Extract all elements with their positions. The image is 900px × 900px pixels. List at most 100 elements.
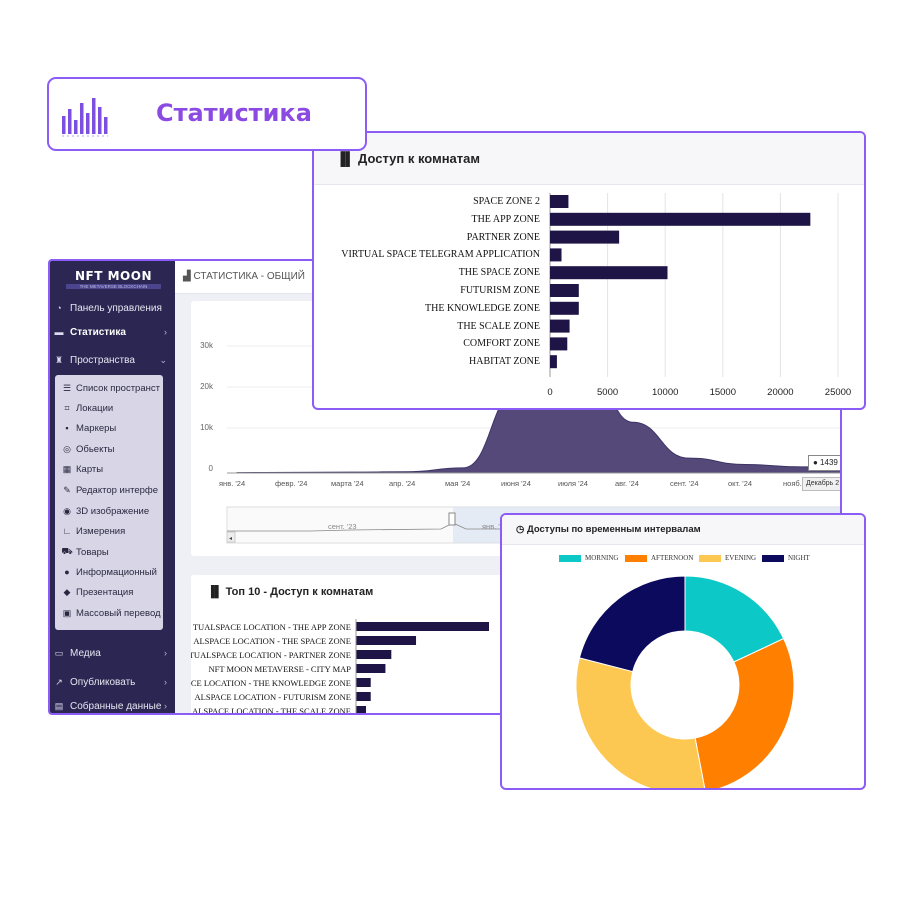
navigator-tick-label: сент. '23 bbox=[328, 522, 357, 531]
time-interval-header: ◷ Доступы по временным интервалам bbox=[502, 515, 864, 545]
submenu-item-products[interactable]: ⛟ Товары bbox=[61, 543, 109, 561]
room-access-window: ▐▌ Доступ к комнатам SPACE ZONE 2 THE APP… bbox=[312, 131, 866, 410]
bar[interactable] bbox=[356, 622, 489, 631]
category-label: FUTURISM ZONE bbox=[460, 285, 540, 296]
bar[interactable] bbox=[356, 636, 417, 645]
chevron-right-icon: › bbox=[164, 677, 167, 687]
top10-label: TUALSPACE LOCATION - PARTNER ZONE bbox=[191, 650, 351, 660]
x-tick-label: 15000 bbox=[709, 387, 736, 398]
marker-icon: ▪ bbox=[65, 423, 69, 433]
sidebar-item-statistics[interactable]: ▬ Статистика › bbox=[50, 321, 175, 343]
x-tick-label: 10000 bbox=[651, 387, 679, 398]
top10-title-text: Топ 10 - Доступ к комнатам bbox=[225, 586, 374, 598]
x-tick-label: апр. '24 bbox=[389, 479, 416, 488]
legend-evening[interactable]: EVENING bbox=[699, 554, 756, 562]
legend-night[interactable]: NIGHT bbox=[762, 554, 810, 562]
x-tick-label: июня '24 bbox=[501, 479, 531, 488]
bar[interactable] bbox=[550, 319, 570, 333]
category-label: THE KNOWLEDGE ZONE bbox=[425, 302, 540, 314]
submenu-item-presentation[interactable]: ◆ Презентация bbox=[61, 583, 134, 601]
chevron-right-icon: › bbox=[164, 701, 167, 711]
legend-swatch bbox=[762, 554, 784, 562]
top10-label: NFT MOON METAVERSE - CITY MAP bbox=[208, 664, 352, 674]
editor-icon: ✎ bbox=[63, 484, 71, 495]
bar[interactable] bbox=[550, 301, 579, 315]
bar[interactable] bbox=[550, 230, 620, 244]
submenu-item-maps[interactable]: ▦ Карты bbox=[61, 460, 103, 478]
submenu-item-markers[interactable]: ▪ Маркеры bbox=[61, 419, 116, 437]
sidebar-item-media[interactable]: ▭ Медиа › bbox=[50, 642, 175, 664]
legend-label: NIGHT bbox=[788, 554, 810, 562]
spaces-icon: ♜ bbox=[54, 354, 64, 365]
submenu-item-mass-translate[interactable]: ▣ Массовый перевод bbox=[61, 604, 161, 622]
bar[interactable] bbox=[550, 266, 668, 280]
submenu-item-locations[interactable]: ⌗ Локации bbox=[61, 399, 113, 417]
submenu-item-info[interactable]: ● Информационный bbox=[61, 563, 157, 581]
arrow-left-icon: ◂ bbox=[229, 535, 232, 542]
room-access-title-text: Доступ к комнатам bbox=[358, 151, 480, 166]
donut-slice-afternoon[interactable] bbox=[694, 637, 795, 790]
category-label: THE APP ZONE bbox=[471, 213, 540, 225]
donut-slice-morning[interactable] bbox=[684, 575, 785, 663]
legend-morning[interactable]: MORNING bbox=[559, 554, 618, 562]
presentation-icon: ◆ bbox=[63, 586, 71, 597]
breadcrumb[interactable]: ▟ СТАТИСТИКА - ОБЩИЙ bbox=[183, 271, 305, 282]
bar[interactable] bbox=[550, 284, 579, 297]
room-labels: SPACE ZONE 2 THE APP ZONE PARTNER ZONE VIRT… bbox=[314, 133, 542, 408]
time-interval-donut-chart[interactable] bbox=[502, 515, 866, 790]
time-interval-window: ◷ Доступы по временным интервалам MORNIN… bbox=[500, 513, 866, 790]
cube-icon: ◉ bbox=[63, 505, 71, 516]
bar[interactable] bbox=[356, 678, 371, 687]
x-tick-label: 0 bbox=[547, 387, 553, 398]
bar[interactable] bbox=[550, 212, 811, 226]
category-label: THE SPACE ZONE bbox=[458, 267, 540, 279]
sidebar-item-label: Статистика bbox=[70, 326, 126, 338]
bar[interactable] bbox=[356, 650, 392, 659]
top10-title: ▐▌ Топ 10 - Доступ к комнатам bbox=[207, 586, 373, 598]
donut-slice-night[interactable] bbox=[578, 575, 686, 673]
submenu-label: Обьекты bbox=[76, 443, 115, 455]
location-icon: ⌗ bbox=[64, 402, 70, 413]
time-interval-title: ◷ Доступы по временным интервалам bbox=[516, 524, 701, 535]
submenu-label: Информационный bbox=[76, 566, 157, 578]
category-label: HABITAT ZONE bbox=[469, 356, 540, 368]
chevron-right-icon: › bbox=[164, 327, 167, 337]
bar[interactable] bbox=[550, 195, 569, 208]
sidebar-item-dashboard[interactable]: ◔ Панель управления bbox=[50, 297, 175, 319]
sidebar-item-label: Опубликовать bbox=[70, 676, 136, 688]
submenu-item-measurements[interactable]: ∟ Измерения bbox=[61, 522, 126, 540]
donut-slice-evening[interactable] bbox=[575, 657, 706, 790]
submenu-item-3d-image[interactable]: ◉ 3D изображение bbox=[61, 502, 149, 520]
top10-bar-chart[interactable] bbox=[191, 575, 842, 715]
room-access-header: ▐▌ Доступ к комнатам bbox=[314, 133, 864, 185]
logo[interactable]: NFT MOON THE METAVERSE BLOCKCHAIN bbox=[66, 269, 161, 289]
submenu-label: Локации bbox=[76, 402, 114, 414]
chevron-right-icon: › bbox=[164, 648, 167, 658]
bar[interactable] bbox=[356, 664, 386, 673]
bar[interactable] bbox=[356, 692, 371, 701]
legend-afternoon[interactable]: AFTERNOON bbox=[625, 554, 693, 562]
top10-label: CE LOCATION - THE KNOWLEDGE ZONE bbox=[191, 678, 351, 688]
room-access-bar-chart[interactable] bbox=[314, 133, 866, 410]
scroll-left-button[interactable] bbox=[226, 531, 236, 543]
top10-label: TUALSPACE LOCATION - THE APP ZONE bbox=[192, 622, 351, 632]
submenu-label: Редактор интерфе bbox=[76, 484, 158, 496]
submenu-item-objects[interactable]: ◎ Обьекты bbox=[61, 440, 115, 458]
room-access-title: ▐▌ Доступ к комнатам bbox=[336, 151, 480, 166]
bar[interactable] bbox=[356, 706, 367, 715]
submenu-item-ui-editor[interactable]: ✎ Редактор интерфе bbox=[61, 481, 158, 499]
submenu-label: Товары bbox=[76, 546, 109, 558]
bar[interactable] bbox=[550, 248, 562, 262]
sidebar-item-spaces[interactable]: ♜ Пространства ⌄ bbox=[50, 349, 175, 371]
sidebar-item-collected-data[interactable]: ▤ Собранные данные › bbox=[50, 695, 175, 713]
cart-icon: ⛟ bbox=[61, 546, 73, 556]
navigator-handle[interactable] bbox=[448, 512, 456, 526]
media-icon: ▭ bbox=[54, 647, 64, 658]
sidebar-item-publish[interactable]: ↗ Опубликовать › bbox=[50, 671, 175, 693]
submenu-label: 3D изображение bbox=[76, 505, 150, 517]
submenu-item-space-list[interactable]: ☰ Список пространст bbox=[61, 379, 160, 397]
stats-icon: ▬ bbox=[54, 327, 64, 337]
bar[interactable] bbox=[550, 355, 557, 369]
bar[interactable] bbox=[550, 337, 568, 351]
y-tick-label: 0 bbox=[208, 464, 213, 473]
